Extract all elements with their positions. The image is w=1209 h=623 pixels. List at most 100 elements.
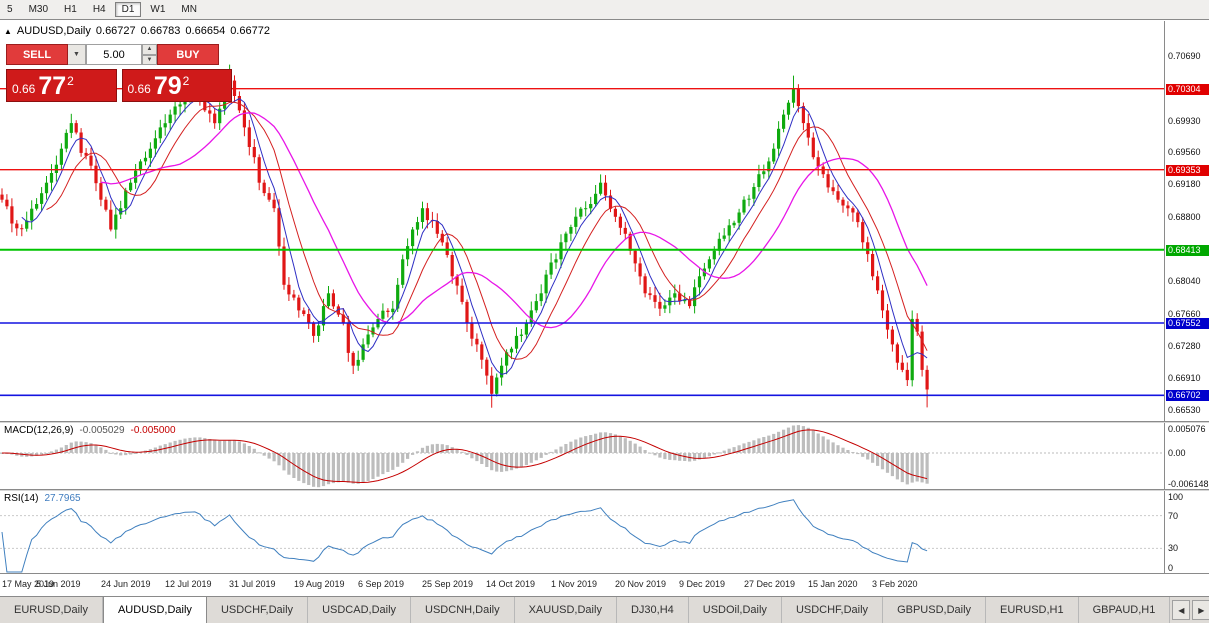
sell-price-display[interactable]: 0.66 77 2	[6, 69, 117, 102]
chevron-up-icon: ▲	[146, 46, 153, 53]
macd-axis-label: 0.005076	[1168, 424, 1206, 434]
date-axis-label: 3 Feb 2020	[872, 579, 918, 589]
chart-tab-usdcad-daily[interactable]: USDCAD,Daily	[308, 597, 412, 623]
date-axis-label: 24 Jun 2019	[101, 579, 151, 589]
date-axis-label: 12 Jul 2019	[165, 579, 212, 589]
timeframe-toolbar: 5 M30 H1 H4 D1 W1 MN	[0, 0, 1209, 20]
buy-price-display[interactable]: 0.66 79 2	[121, 69, 232, 102]
tab-scroll-arrows: ◀ ▶	[1170, 597, 1209, 623]
price-axis-label: 0.66910	[1168, 372, 1201, 383]
chart-tab-usdchf-daily[interactable]: USDCHF,Daily	[782, 597, 884, 623]
timeframe-button-w1[interactable]: W1	[150, 4, 166, 15]
chart-symbol: AUDUSD,Daily	[16, 25, 91, 37]
chart-tab-eurusd-daily[interactable]: EURUSD,Daily	[0, 597, 103, 623]
chart-tab-usdchf-daily[interactable]: USDCHF,Daily	[207, 597, 309, 623]
rsi-axis-label: 30	[1168, 543, 1179, 554]
chart-tab-usdcnh-daily[interactable]: USDCNH,Daily	[411, 597, 515, 623]
date-axis-label: 6 Sep 2019	[358, 579, 405, 589]
date-axis-label: 1 Nov 2019	[551, 579, 598, 589]
rsi-axis-label: 100	[1168, 492, 1184, 502]
chart-tab-gbpusd-daily[interactable]: GBPUSD,Daily	[883, 597, 987, 623]
chart-tab-usdoil-daily[interactable]: USDOil,Daily	[689, 597, 782, 623]
chart-tab-gbpaud-h1[interactable]: GBPAUD,H1	[1079, 597, 1171, 623]
price-axis-label: 0.68040	[1168, 276, 1201, 287]
one-click-trading-panel: SELL ▼ ▲ ▼ BUY 0.66 77 2 0.66 79 2	[6, 44, 232, 102]
date-axis-label: 17 May 2019	[2, 579, 55, 589]
price-axis-label: 0.67552	[1166, 317, 1209, 329]
chevron-down-icon: ▼	[73, 51, 80, 58]
timeframe-button-h4[interactable]: H4	[92, 4, 106, 15]
price-axis-label: 0.69560	[1168, 147, 1201, 158]
price-axis-label: 0.69353	[1166, 164, 1209, 176]
timeframe-button-m30[interactable]: M30	[28, 4, 49, 15]
chart-shift-icon: ▲	[4, 27, 12, 36]
macd-indicator-label: MACD(12,26,9) -0.005029 -0.005000	[4, 425, 182, 436]
ohlc-high: 0.66783	[140, 25, 181, 37]
macd-axis-label: -0.006148	[1168, 479, 1209, 489]
date-axis-label: 31 Jul 2019	[229, 579, 276, 589]
chart-tabbar: EURUSD,Daily AUDUSD,Daily USDCHF,Daily USDC…	[0, 596, 1209, 623]
sell-button[interactable]: SELL	[6, 44, 68, 65]
timeframe-button-mn[interactable]: MN	[181, 4, 197, 15]
timeframe-button-h1[interactable]: H1	[64, 4, 77, 15]
chevron-down-icon: ▼	[146, 56, 153, 63]
rsi-value: 27.7965	[44, 493, 81, 504]
rsi-name: RSI(14)	[4, 493, 39, 504]
panel-separator[interactable]	[0, 489, 1209, 491]
rsi-panel-canvas[interactable]	[0, 491, 1164, 573]
macd-signal-value: -0.005000	[130, 425, 176, 436]
timeframe-button-d1[interactable]: D1	[114, 2, 142, 17]
ohlc-close: 0.66772	[230, 25, 270, 37]
date-axis-label: 5 Jun 2019	[36, 579, 81, 589]
chart-tab-xauusd-daily[interactable]: XAUUSD,Daily	[515, 597, 617, 623]
chart-tab-audusd-daily[interactable]: AUDUSD,Daily	[102, 597, 207, 623]
candles-layer	[0, 64, 929, 408]
date-axis[interactable]: 17 May 2019 5 Jun 2019 24 Jun 2019 12 Jul 2…	[0, 573, 1209, 596]
sell-price-prefix: 0.66	[12, 82, 36, 96]
timeframe-button-5[interactable]: 5	[7, 4, 13, 15]
ohlc-open: 0.66727	[95, 25, 136, 37]
rsi-axis-label: 70	[1168, 510, 1179, 521]
price-axis-label: 0.68800	[1168, 211, 1201, 222]
date-axis-label: 9 Dec 2019	[679, 579, 726, 589]
price-axis-label: 0.67660	[1168, 308, 1201, 319]
volume-dropdown-button[interactable]: ▼	[68, 44, 86, 65]
sell-price-pipette: 2	[67, 74, 74, 88]
volume-input[interactable]	[86, 44, 142, 65]
date-axis-label: 15 Jan 2020	[808, 579, 858, 589]
price-axis-label: 0.67280	[1168, 341, 1201, 352]
tabs-scroll-right[interactable]: ▶	[1192, 600, 1209, 620]
date-axis-label: 27 Dec 2019	[744, 579, 796, 589]
sell-price-pips: 77	[38, 72, 67, 100]
buy-price-pipette: 2	[182, 74, 190, 88]
moving-averages-layer	[21, 98, 928, 376]
date-axis-label: 19 Aug 2019	[294, 579, 345, 589]
chart-header: ▲ AUDUSD,Daily 0.66727 0.66783 0.66654 0.6677…	[4, 25, 275, 37]
date-axis-label: 25 Sep 2019	[422, 579, 474, 589]
chart-tab-eurusd-h1[interactable]: EURUSD,H1	[986, 597, 1079, 623]
price-axis-label: 0.70304	[1166, 83, 1209, 95]
volume-spinner-down[interactable]: ▼	[142, 54, 157, 65]
ohlc-low: 0.66654	[185, 25, 226, 37]
rsi-indicator-label: RSI(14) 27.7965	[4, 493, 87, 504]
macd-value: -0.005029	[79, 425, 125, 436]
buy-price-prefix: 0.66	[127, 82, 151, 96]
price-axis-label: 0.68413	[1166, 244, 1209, 256]
buy-button[interactable]: BUY	[157, 44, 219, 65]
macd-panel-canvas[interactable]	[0, 423, 1164, 489]
level-lines-layer	[0, 87, 1164, 397]
price-axis[interactable]: 0.70690 0.70304 0.69930 0.69560 0.69353 0.691…	[1164, 21, 1209, 573]
volume-spinner: ▲ ▼	[142, 44, 157, 65]
chart-tab-dj30-h4[interactable]: DJ30,H4	[617, 597, 689, 623]
price-axis-label: 0.66530	[1168, 404, 1201, 415]
volume-spinner-up[interactable]: ▲	[142, 44, 157, 55]
price-axis-label: 0.69180	[1168, 179, 1201, 190]
panel-separator[interactable]	[0, 421, 1209, 423]
tabs-scroll-left[interactable]: ◀	[1172, 600, 1191, 620]
price-axis-label: 0.69930	[1168, 115, 1201, 126]
buy-price-pips: 79	[153, 72, 182, 100]
macd-name: MACD(12,26,9)	[4, 425, 74, 436]
rsi-axis-label: 0	[1168, 563, 1174, 573]
date-axis-label: 14 Oct 2019	[486, 579, 536, 589]
